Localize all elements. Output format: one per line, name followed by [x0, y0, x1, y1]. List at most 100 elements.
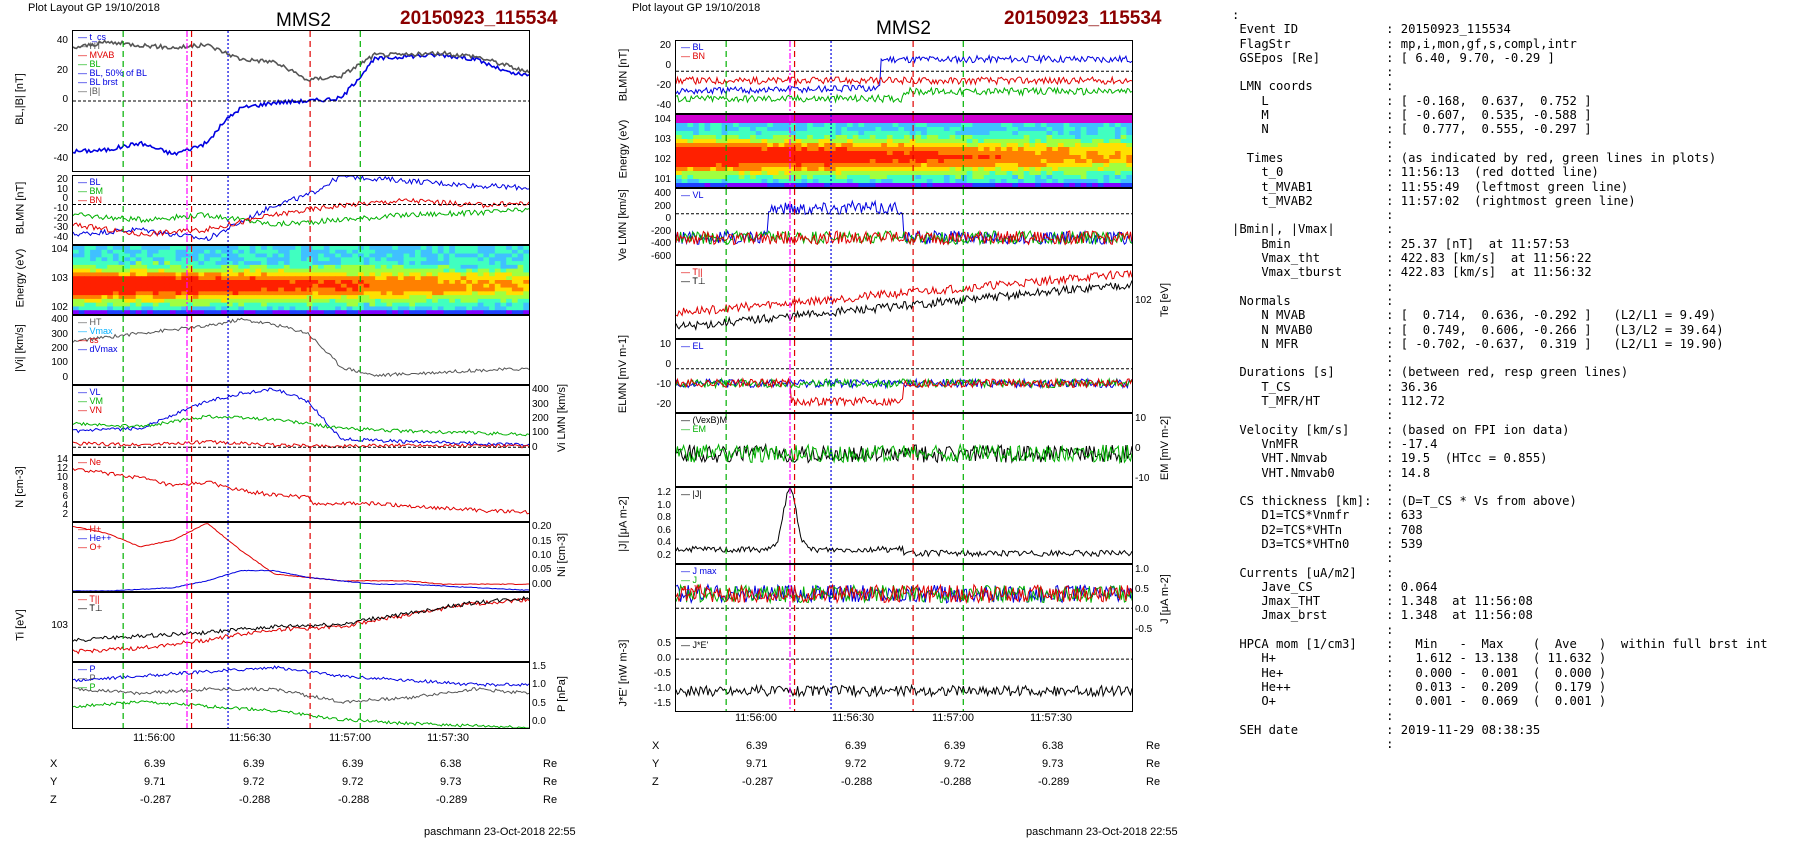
spectrogram-cell — [261, 298, 268, 304]
spectrogram-cell — [886, 123, 894, 128]
spectrogram-cell — [841, 127, 848, 132]
spectrogram-cell — [329, 276, 336, 281]
spectrogram-cell — [841, 147, 848, 152]
spectrogram-cell — [73, 272, 80, 277]
spectrogram-cell — [1086, 135, 1093, 140]
spectrogram-cell — [244, 295, 251, 300]
spectrogram-cell — [1040, 131, 1047, 136]
spectrogram-cell — [397, 249, 405, 255]
spectrogram-cell — [721, 119, 728, 124]
spectrogram-cell — [164, 283, 171, 289]
spectrogram-cell — [1035, 123, 1042, 128]
spectrogram-cell — [90, 291, 97, 296]
spectrogram-cell — [961, 127, 968, 132]
spectrogram-cell — [1023, 183, 1030, 187]
spectrogram-cell — [681, 175, 688, 180]
y-tick-label: 10 — [56, 472, 68, 484]
spectrogram-cell — [744, 167, 751, 172]
spectrogram-cell — [226, 276, 234, 281]
spectrogram-cell — [932, 147, 939, 152]
spectrogram-cell — [801, 143, 808, 148]
spectrogram-cell — [772, 147, 780, 152]
spectrogram-cell — [886, 131, 894, 136]
spectrogram-cell — [130, 287, 137, 292]
spectrogram-cell — [1069, 171, 1076, 176]
y-tick-label: 0.0 — [657, 652, 671, 664]
spectrogram-cell — [477, 310, 484, 314]
spectrogram-cell — [380, 306, 387, 311]
info-line: : — [1232, 408, 1394, 423]
spectrogram-cell — [506, 291, 513, 296]
time-tick: 11:56:30 — [229, 732, 272, 744]
spectrogram-cell — [301, 246, 308, 251]
spectrogram-cell — [409, 280, 416, 285]
spectrogram-cell — [158, 310, 165, 314]
spectrogram-cell — [358, 253, 365, 258]
spectrogram-cell — [386, 272, 393, 277]
spectrogram-cell — [715, 171, 723, 176]
spectrogram-cell — [244, 287, 251, 292]
spectrogram-cell — [472, 264, 479, 270]
spectrogram-cell — [829, 119, 837, 124]
spectrogram-cell — [312, 283, 319, 289]
spectrogram-cell — [158, 306, 165, 311]
spectrogram-cell — [272, 283, 279, 289]
spectrogram-cell — [477, 272, 484, 277]
pos-value: 9.71 — [144, 776, 166, 788]
spectrogram-cell — [989, 119, 996, 124]
spectrogram-cell — [209, 310, 216, 314]
spectrogram-cell — [795, 119, 802, 124]
spectrogram-cell — [266, 295, 273, 300]
spectrogram-cell — [1018, 175, 1025, 180]
spectrogram-cell — [790, 183, 797, 187]
spectrogram-cell — [983, 151, 990, 156]
info-line: : — [1232, 551, 1394, 566]
spectrogram-cell — [698, 119, 705, 124]
spectrogram-cell — [340, 298, 348, 304]
spectrogram-cell — [864, 171, 871, 176]
spectrogram-cell — [511, 249, 519, 255]
pos-value: 6.39 — [746, 740, 768, 752]
spectrogram-cell — [255, 306, 262, 311]
spectrogram-cell — [972, 155, 979, 160]
spectrogram-cell — [517, 268, 524, 273]
spectrogram-cell — [1114, 167, 1122, 172]
y-tick-label: 104 — [654, 113, 671, 125]
spectrogram-cell — [232, 268, 239, 273]
spectrogram-cell — [989, 175, 996, 180]
spectrogram-cell — [358, 306, 365, 311]
spectrogram-cell — [426, 261, 433, 266]
spectrogram-cell — [352, 310, 359, 314]
spectrogram-cell — [1109, 183, 1116, 187]
spectrogram-cell — [84, 280, 91, 285]
spectrogram-cell — [215, 257, 222, 262]
spectrogram-cell — [238, 264, 245, 270]
spectrogram-cell — [943, 175, 951, 180]
spectrogram-cell — [460, 306, 467, 311]
spectrogram-cell — [255, 253, 262, 258]
spectrogram-cell — [397, 280, 405, 285]
spectrogram-cell — [841, 167, 848, 172]
spectrogram-cell — [147, 249, 154, 255]
spectrogram-cell — [295, 291, 302, 296]
spectrogram-cell — [517, 291, 524, 296]
spectrogram-cell — [489, 306, 496, 311]
spectrogram-cell — [995, 119, 1002, 124]
spectrogram-cell — [1023, 135, 1030, 140]
spectrogram-cell — [283, 261, 291, 266]
spectrogram-cell — [318, 283, 325, 289]
spectrogram-cell — [375, 261, 382, 266]
spectrogram-cell — [710, 123, 717, 128]
spectrogram-cell — [761, 127, 768, 132]
spectrogram-cell — [847, 139, 854, 144]
info-line: : — [1232, 136, 1394, 151]
spectrogram-cell — [124, 249, 131, 255]
spectrogram-cell — [204, 310, 211, 314]
spectrogram-cell — [721, 127, 728, 132]
spectrogram-cell — [772, 143, 780, 148]
spectrogram-cell — [409, 306, 416, 311]
spectrogram-cell — [386, 291, 393, 296]
spectrogram-cell — [261, 261, 268, 266]
spectrogram-cell — [841, 151, 848, 156]
spectrogram-cell — [158, 291, 165, 296]
